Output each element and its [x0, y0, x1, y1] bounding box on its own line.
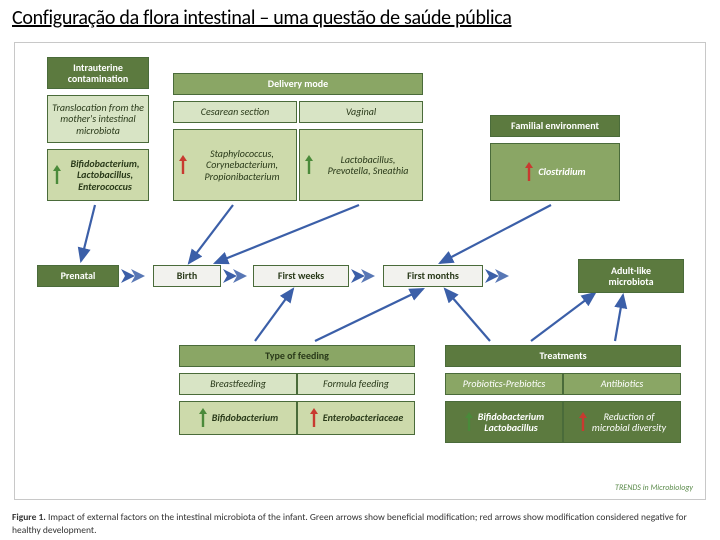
node-antibio_h: Antibiotics [563, 373, 681, 395]
figure-panel: Intrauterine contamination Translocation … [14, 42, 706, 500]
node-vaginal_h: Vaginal [299, 101, 423, 123]
caption-lead: Figure 1. [12, 511, 46, 523]
caption-text: Impact of external factors on the intest… [12, 511, 687, 535]
node-breast_sp: Bifidobacterium [179, 401, 297, 435]
node-formula_sp: Enterobacteriaceae [297, 401, 415, 435]
node-delivery: Delivery mode [173, 73, 423, 95]
node-feeding: Type of feeding [179, 345, 415, 367]
node-adultlike: Adult-likemicrobiota [578, 259, 684, 293]
node-antibio_sp: Reduction ofmicrobial diversity [563, 401, 681, 443]
page-title: Configuração da flora intestinal – uma q… [12, 6, 512, 30]
node-firstmonths: First months [383, 265, 483, 287]
node-vaginal_sp: Lactobacillus, Prevotella, Sneathia [299, 129, 423, 201]
node-firstweeks: First weeks [253, 265, 349, 287]
figure-caption: Figure 1. Impact of external factors on … [12, 511, 708, 536]
node-translocation: Translocation from the mother's intestin… [47, 95, 149, 143]
node-breast_h: Breastfeeding [179, 373, 297, 395]
node-prenatal: Prenatal [37, 265, 119, 287]
node-clostridium: Clostridium [490, 143, 620, 201]
node-birth: Birth [153, 265, 221, 287]
node-familial: Familial environment [490, 115, 620, 137]
node-cesarean_sp: Staphylococcus, Corynebacterium, Propion… [173, 129, 297, 201]
node-probio_sp: BifidobacteriumLactobacillus [445, 401, 563, 443]
node-treatments: Treatments [445, 345, 681, 367]
node-intr_species: Bifidobacterium, Lactobacillus, Enteroco… [47, 149, 149, 201]
node-intrauterine: Intrauterine contamination [47, 57, 149, 89]
trends-credit: TRENDS in Microbiology [615, 483, 693, 493]
node-probio_h: Probiotics-Prebiotics [445, 373, 563, 395]
node-formula_h: Formula feeding [297, 373, 415, 395]
node-cesarean_h: Cesarean section [173, 101, 297, 123]
